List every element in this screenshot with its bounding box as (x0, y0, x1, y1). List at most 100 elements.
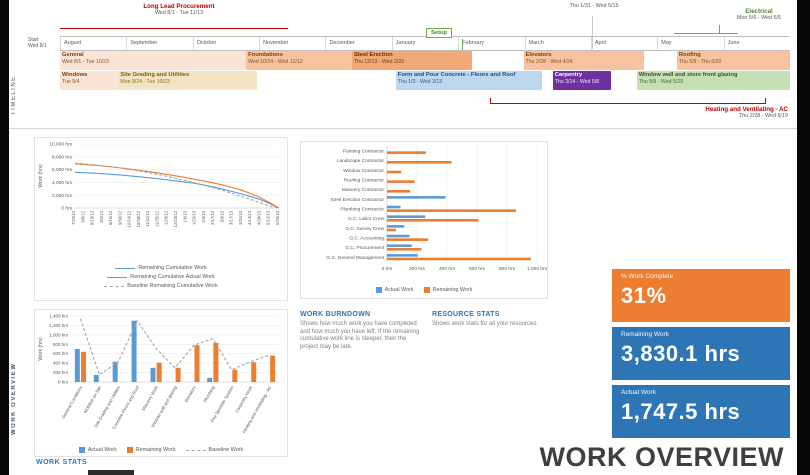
work-stats-heading: WORK STATS (36, 459, 88, 466)
month-label-april: April (590, 37, 657, 50)
kpi-tile-work-complete[interactable]: % Work Complete 31% (612, 269, 790, 322)
timeline-bar-carpentry[interactable]: Carpentry Thu 3/14 - Wed 5/8 (552, 71, 612, 90)
svg-text:Painting Contractor: Painting Contractor (343, 148, 384, 154)
svg-text:4/14/13: 4/14/13 (247, 210, 252, 225)
svg-text:1,000 hrs: 1,000 hrs (527, 266, 547, 272)
task-dates: Thu 12/13 - Wed 2/20 (354, 59, 405, 65)
svg-text:200 hrs: 200 hrs (409, 266, 426, 272)
hvac-bracket-tick (765, 98, 766, 103)
task-dates: Thu 5/9 - Wed 5/29 (638, 79, 683, 85)
task-dates: Thu 1/3 - Wed 3/13 (397, 79, 443, 85)
legend-label: Remaining Work (432, 287, 473, 293)
long-lead-bracket (60, 28, 288, 29)
burndown-plot: 0 hrs 2,000 hrs 4,000 hrs 6,000 hrs 8,000 hr… (38, 142, 280, 228)
timeline-bar-windows[interactable]: Windows Tue 9/4 (60, 71, 119, 90)
svg-text:10/14/12: 10/14/12 (127, 210, 132, 227)
legend-label: Remaining Cumulative Work (138, 265, 207, 271)
work-burndown-chart[interactable]: 0 hrs 2,000 hrs 4,000 hrs 6,000 hrs 8,000 hr… (34, 137, 288, 301)
svg-text:Window Contractor: Window Contractor (343, 168, 384, 174)
svg-text:Mobilize on Site: Mobilize on Site (83, 384, 103, 413)
task-name: Windows (62, 72, 88, 78)
svg-text:Work (hrs): Work (hrs) (38, 164, 44, 188)
resource-stats-chart[interactable]: 0 hrs 200 hrs 400 hrs 600 hrs 800 hrs 1,000 h… (300, 141, 548, 299)
left-frame (0, 0, 9, 475)
svg-text:Masonry Contractor: Masonry Contractor (342, 187, 385, 193)
svg-text:0 hrs: 0 hrs (61, 206, 72, 212)
resource-legend: Actual Work Remaining Work (301, 285, 547, 293)
task-dates: Mon 9/24 - Tue 10/23 (120, 79, 170, 85)
task-name: Carpentry (554, 72, 583, 78)
task-dates: Thu 3/14 - Wed 5/8 (554, 79, 600, 85)
callout-electrical: Electrical Mon 5/6 - Wed 6/5 (706, 8, 810, 22)
svg-text:800 hrs: 800 hrs (499, 266, 516, 272)
electrical-bracket (674, 33, 738, 34)
note-body: Shows how much work you have completed a… (300, 321, 420, 350)
svg-text:1,400 hrs: 1,400 hrs (49, 314, 69, 319)
legend-swatch (126, 447, 133, 453)
svg-text:G.C. Survey Crew: G.C. Survey Crew (345, 226, 384, 232)
legend-item-actual-work: Actual Work (375, 287, 414, 293)
resource-plot: 0 hrs 200 hrs 400 hrs 600 hrs 800 hrs 1,000 h… (326, 146, 548, 272)
svg-text:4,000 hrs: 4,000 hrs (52, 180, 73, 186)
svg-text:2/17/13: 2/17/13 (210, 210, 215, 225)
timeline-bar-foundations[interactable]: Foundations Wed 10/24 - Wed 12/12 (246, 51, 352, 70)
month-label-march: March (524, 37, 591, 50)
legend-item-baseline-work: Baseline Work (185, 447, 243, 453)
svg-text:3/17/13: 3/17/13 (229, 210, 234, 225)
callout-dates: Wed 8/1 - Tue 11/13 (154, 10, 204, 16)
work-stats-plot: 0 hrs 200 hrs 400 hrs 600 hrs 800 hrs 1,000 h… (38, 314, 279, 434)
callout-title: Electrical (745, 8, 773, 15)
month-label-february: February (458, 37, 524, 50)
month-label-september: September (126, 37, 192, 50)
timeline[interactable]: Long Lead Procurement Wed 8/1 - Tue 11/1… (24, 2, 796, 124)
setup-connector (462, 39, 463, 50)
timeline-row: Windows Tue 9/4 Site Grading and Utilities… (60, 71, 790, 91)
setup-milestone[interactable]: Setup (426, 28, 453, 38)
legend-label: Actual Work (384, 287, 414, 293)
resource-stats-note: RESOURCE STATS Shows work stats for all … (432, 311, 546, 329)
legend-label: Baseline Remaining Cumulative Work (127, 283, 218, 289)
month-label-may: May (657, 37, 723, 50)
timeline-bar-window-wall-and-store-front-glazing[interactable]: Window wall and store front glazing Thu 5… (636, 71, 790, 90)
legend-swatch (107, 276, 128, 278)
svg-text:Elevators: Elevators (183, 385, 196, 403)
svg-text:400 hrs: 400 hrs (439, 266, 456, 272)
svg-text:600 hrs: 600 hrs (53, 351, 69, 356)
callout-dates: Mon 5/6 - Wed 6/5 (736, 15, 782, 21)
timeline-bar-steel-erection[interactable]: Steel Erection Thu 12/13 - Wed 2/20 (352, 51, 473, 70)
timeline-bar-site-grading-and-utilities[interactable]: Site Grading and Utilities Mon 9/24 - Tue… (118, 71, 258, 90)
legend-item-remaining-work: Remaining Work (126, 447, 176, 453)
task-dates: Wed 8/1 - Tue 10/23 (62, 59, 109, 65)
svg-text:8/5/12: 8/5/12 (80, 210, 85, 222)
svg-text:1/6/13: 1/6/13 (182, 210, 187, 222)
kpi-value: 1,747.5 hrs (621, 399, 741, 424)
svg-text:General Conditions: General Conditions (61, 385, 84, 419)
svg-text:7/22/12: 7/22/12 (71, 210, 76, 225)
timeline-bar-form-and-pour-concrete-floors-and-roof[interactable]: Form and Pour Concrete - Floors and Roof… (395, 71, 542, 90)
svg-text:400 hrs: 400 hrs (53, 361, 69, 366)
svg-text:10/28/12: 10/28/12 (136, 210, 141, 227)
svg-text:1/20/13: 1/20/13 (192, 210, 197, 225)
legend-item-remaining-work: Remaining Work (423, 287, 473, 293)
svg-text:5/26/13: 5/26/13 (275, 210, 280, 225)
legend-swatch (104, 285, 125, 287)
month-label-december: December (325, 37, 391, 50)
hvac-bracket-tick (490, 98, 491, 103)
timeline-bar-general[interactable]: General Wed 8/1 - Tue 10/23 (60, 51, 247, 70)
legend-label: Remaining Work (135, 447, 176, 453)
work-stats-chart[interactable]: 0 hrs 200 hrs 400 hrs 600 hrs 800 hrs 1,000 h… (34, 309, 288, 457)
kpi-tile-actual-work[interactable]: Actual Work 1,747.5 hrs (612, 385, 790, 438)
svg-text:12/23/12: 12/23/12 (173, 210, 178, 227)
cutoff-table-cell (88, 470, 134, 475)
kpi-tile-remaining-work[interactable]: Remaining Work 3,830.1 hrs (612, 327, 790, 380)
legend-label: Actual Work (87, 447, 117, 453)
month-label-august: August (60, 37, 126, 50)
timeline-section-label: TIMELINE (11, 75, 17, 115)
svg-text:600 hrs: 600 hrs (469, 266, 486, 272)
month-label-january: January (391, 37, 458, 50)
callout-mid-task: Thu 1/31 - Wed 5/15 (529, 3, 659, 10)
timeline-bar-roofing[interactable]: Roofing Thu 5/9 - Thu 6/20 (676, 51, 790, 70)
kpi-label: Remaining Work (621, 331, 669, 338)
legend-swatch (375, 287, 382, 293)
timeline-bar-elevators[interactable]: Elevators Thu 2/28 - Wed 4/24 (523, 51, 644, 70)
